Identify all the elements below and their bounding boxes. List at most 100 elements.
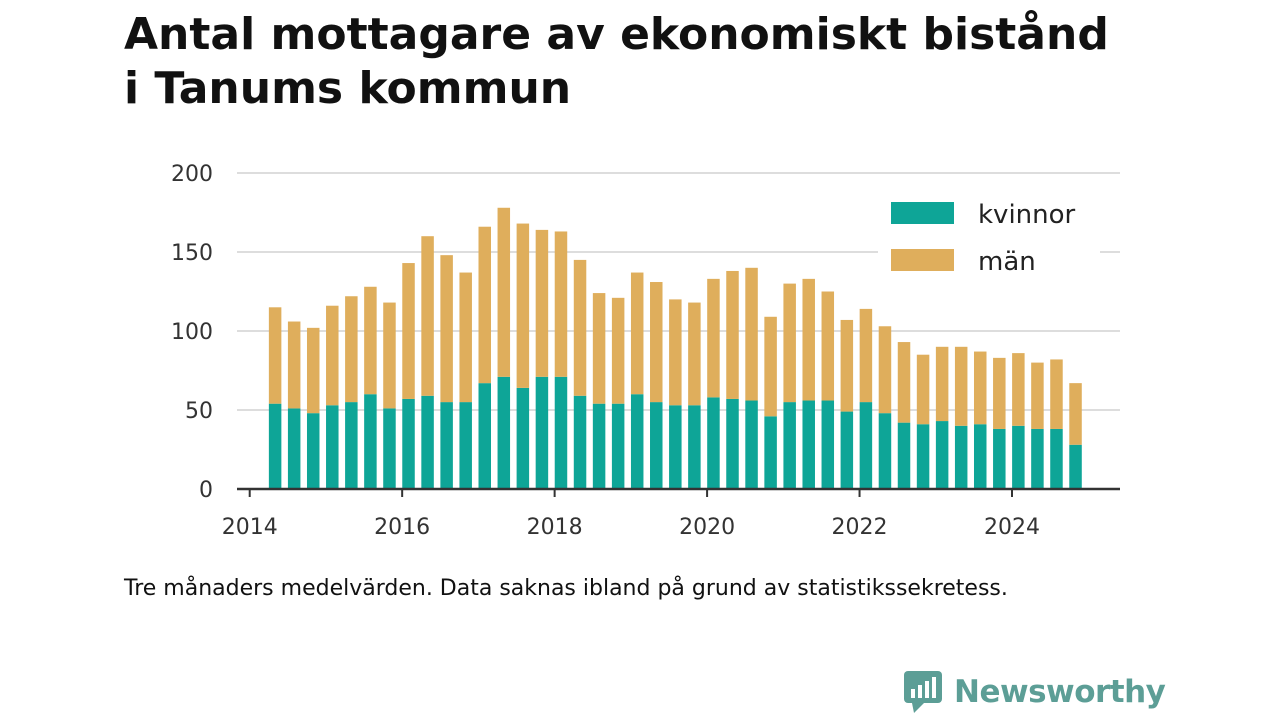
bar-kvinnor: [345, 402, 358, 489]
bar-kvinnor: [459, 402, 472, 489]
bar-man: [935, 346, 949, 422]
bar-man: [650, 282, 663, 403]
bar-kvinnor: [916, 424, 930, 489]
bar-man: [954, 346, 968, 426]
bar-man: [726, 270, 739, 399]
x-tick-label: 2014: [222, 515, 278, 540]
bar-kvinnor: [516, 387, 530, 489]
bar-man: [764, 316, 777, 417]
x-tick-label: 2022: [832, 515, 888, 540]
bar-man: [1031, 362, 1044, 429]
y-tick-label: 0: [199, 478, 213, 503]
bar-kvinnor: [802, 400, 815, 489]
bar-kvinnor: [383, 408, 396, 489]
bar-man: [783, 283, 796, 403]
bar-man: [1050, 359, 1063, 429]
bar-kvinnor: [688, 405, 701, 489]
chart-title-line-1: Antal mottagare av ekonomiskt bistånd: [124, 9, 1109, 60]
bar-man: [383, 302, 396, 409]
y-tick-label: 50: [185, 399, 213, 424]
bar-kvinnor: [650, 402, 663, 489]
brand-name: Newsworthy: [954, 674, 1166, 710]
bar-kvinnor: [707, 397, 720, 489]
bar-man: [1012, 353, 1025, 426]
bar-kvinnor: [878, 413, 892, 489]
bar-kvinnor: [364, 394, 377, 489]
bar-man: [859, 308, 873, 403]
bar-man: [287, 321, 301, 409]
bar-man: [592, 293, 606, 404]
bar-man: [821, 291, 835, 401]
bar-kvinnor: [993, 428, 1006, 489]
y-tick-label: 100: [171, 320, 213, 345]
bar-man: [611, 297, 625, 404]
bar-man: [669, 299, 682, 406]
bar-kvinnor: [535, 376, 549, 489]
bar-kvinnor: [1031, 428, 1044, 489]
bar-kvinnor: [440, 402, 453, 489]
bar-kvinnor: [630, 394, 644, 489]
bar-kvinnor: [421, 395, 434, 489]
bar-kvinnor: [764, 416, 777, 489]
bar-kvinnor: [973, 424, 987, 489]
bar-man: [916, 354, 930, 425]
bar-kvinnor: [783, 402, 796, 489]
bar-man: [1069, 383, 1082, 445]
bar-man: [364, 286, 377, 395]
bar-man: [630, 272, 644, 395]
bar-man: [573, 259, 587, 396]
bar-man: [326, 305, 339, 406]
chart-caption: Tre månaders medelvärden. Data saknas ib…: [124, 576, 1008, 601]
bar-man: [440, 255, 453, 403]
legend-label: kvinnor: [978, 200, 1076, 230]
bar-man: [535, 229, 549, 377]
y-tick-label: 150: [171, 241, 213, 266]
bar-man: [707, 278, 720, 398]
bar-man: [345, 296, 358, 403]
bar-man: [421, 236, 434, 396]
legend-swatch: [891, 202, 954, 224]
bar-man: [745, 267, 758, 401]
bar-kvinnor: [287, 408, 301, 489]
x-tick-label: 2018: [527, 515, 583, 540]
bar-man: [402, 263, 415, 399]
bar-man: [878, 326, 892, 414]
bar-man: [459, 272, 472, 403]
bar-kvinnor: [840, 411, 854, 489]
bar-kvinnor: [1050, 428, 1063, 489]
y-tick-label: 200: [171, 162, 213, 187]
bar-kvinnor: [497, 376, 511, 489]
bar-kvinnor: [611, 403, 625, 489]
legend-swatch: [891, 249, 954, 271]
chart-title-line-2: i Tanums kommun: [124, 63, 572, 114]
bar-kvinnor: [402, 398, 415, 489]
bar-man: [554, 231, 568, 377]
brand-logo: Newsworthy: [902, 668, 1166, 716]
bar-man: [497, 207, 511, 377]
bar-man: [973, 351, 987, 425]
bar-man: [840, 319, 854, 412]
bar-kvinnor: [935, 421, 949, 489]
bar-man: [897, 342, 911, 423]
chart-title: Antal mottagare av ekonomiskt bistånd i …: [124, 8, 1224, 116]
bar-kvinnor: [268, 403, 282, 489]
legend-label: män: [978, 247, 1036, 277]
bar-man: [478, 226, 491, 384]
bar-kvinnor: [745, 400, 758, 489]
bar-kvinnor: [1069, 444, 1082, 489]
bar-kvinnor: [573, 395, 587, 489]
bar-man: [516, 223, 530, 388]
bar-kvinnor: [897, 422, 911, 489]
bar-kvinnor: [821, 400, 835, 489]
bar-kvinnor: [478, 383, 491, 489]
bar-man: [802, 278, 815, 401]
bar-kvinnor: [954, 425, 968, 489]
bar-man: [306, 327, 320, 414]
x-tick-label: 2016: [374, 515, 430, 540]
bar-kvinnor: [859, 402, 873, 489]
bar-man: [688, 302, 701, 406]
bar-kvinnor: [1012, 425, 1025, 489]
bar-kvinnor: [726, 398, 739, 489]
bar-kvinnor: [326, 405, 339, 489]
